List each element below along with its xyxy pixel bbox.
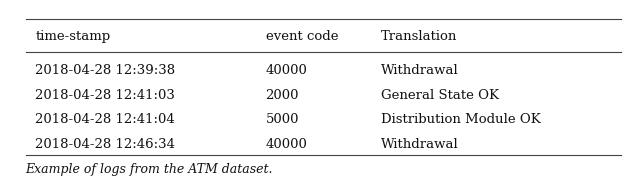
- Text: 5000: 5000: [266, 113, 299, 126]
- Text: Example of logs from the ATM dataset.: Example of logs from the ATM dataset.: [26, 163, 273, 176]
- Text: Withdrawal: Withdrawal: [381, 64, 458, 77]
- Text: Withdrawal: Withdrawal: [381, 138, 458, 151]
- Text: event code: event code: [266, 30, 338, 43]
- Text: 2018-04-28 12:41:04: 2018-04-28 12:41:04: [35, 113, 175, 126]
- Text: 2018-04-28 12:41:03: 2018-04-28 12:41:03: [35, 89, 175, 102]
- Text: 2018-04-28 12:46:34: 2018-04-28 12:46:34: [35, 138, 175, 151]
- Text: General State OK: General State OK: [381, 89, 499, 102]
- Text: 40000: 40000: [266, 64, 307, 77]
- Text: 2000: 2000: [266, 89, 299, 102]
- Text: Distribution Module OK: Distribution Module OK: [381, 113, 541, 126]
- Text: 40000: 40000: [266, 138, 307, 151]
- Text: Translation: Translation: [381, 30, 457, 43]
- Text: 2018-04-28 12:39:38: 2018-04-28 12:39:38: [35, 64, 175, 77]
- Text: time-stamp: time-stamp: [35, 30, 110, 43]
